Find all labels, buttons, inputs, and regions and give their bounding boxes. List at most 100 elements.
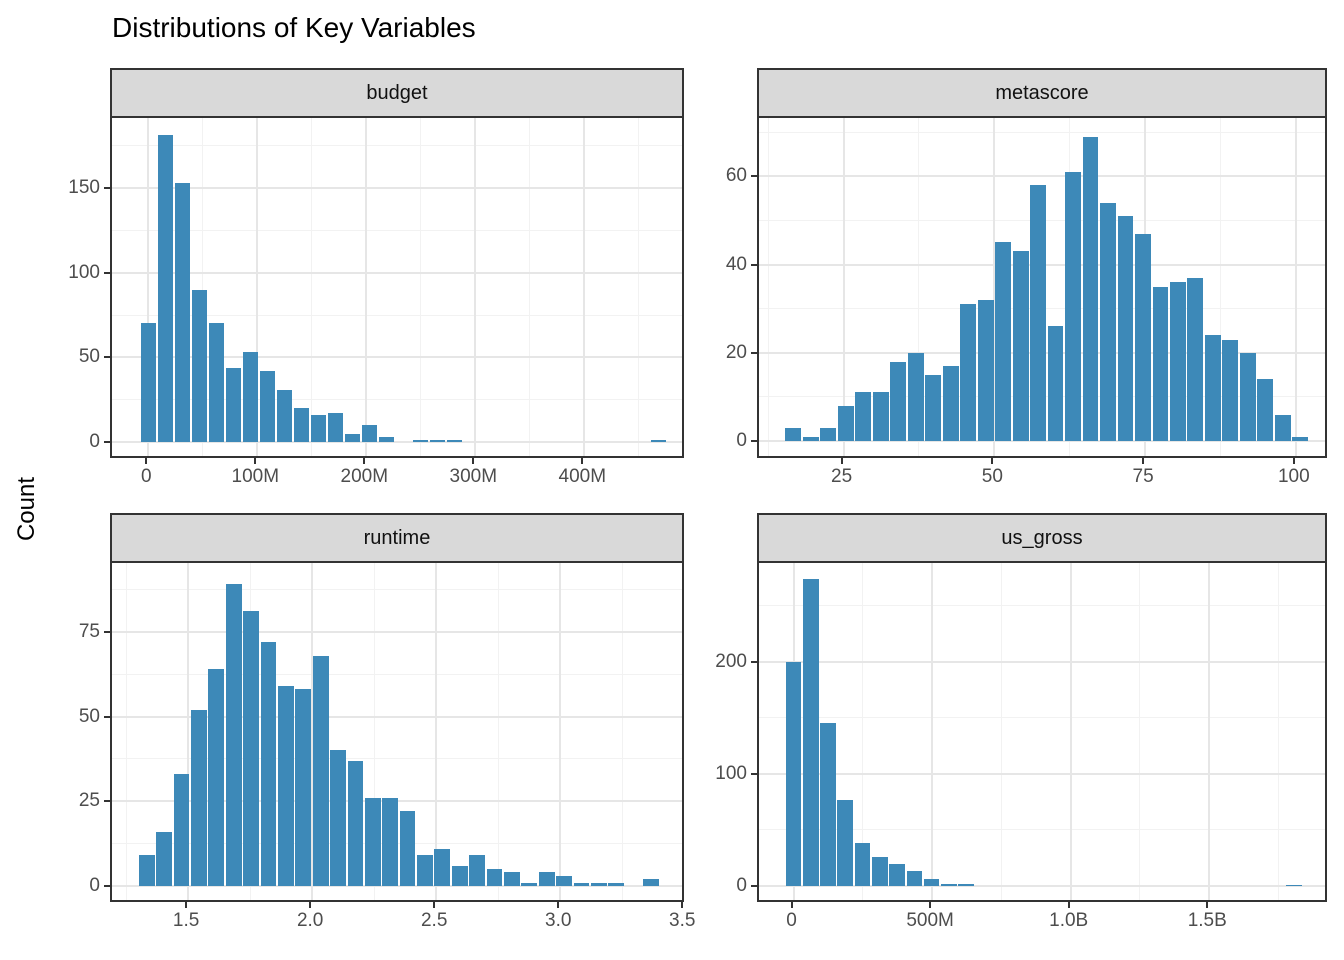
grid-major-v bbox=[311, 563, 314, 900]
histogram-bar bbox=[1082, 136, 1099, 441]
histogram-bar bbox=[293, 408, 310, 443]
histogram-bar bbox=[977, 299, 994, 441]
facet-strip-budget: budget bbox=[110, 68, 684, 118]
histogram-bar bbox=[429, 440, 446, 443]
grid-major-v bbox=[683, 563, 684, 902]
y-tick-label: 50 bbox=[78, 705, 100, 727]
facet-strip-label: us_gross bbox=[1001, 526, 1083, 549]
grid-minor-h bbox=[112, 588, 682, 590]
histogram-bar bbox=[1292, 436, 1309, 441]
histogram-bar bbox=[157, 135, 173, 443]
histogram-bar bbox=[312, 655, 329, 886]
histogram-bar bbox=[156, 831, 173, 886]
histogram-bar bbox=[1065, 171, 1081, 441]
panel-runtime bbox=[110, 563, 684, 902]
histogram-bar bbox=[573, 882, 590, 886]
y-tick-mark bbox=[751, 660, 757, 663]
histogram-bar bbox=[382, 797, 399, 886]
y-tick-label: 0 bbox=[89, 875, 100, 896]
x-tick-mark bbox=[1067, 902, 1070, 908]
x-tick-label: 3.5 bbox=[669, 910, 696, 931]
y-tick-label: 0 bbox=[89, 431, 100, 453]
grid-major-h bbox=[759, 175, 1325, 178]
histogram-bar bbox=[1274, 414, 1291, 441]
x-tick-mark bbox=[1142, 458, 1145, 464]
histogram-bar bbox=[399, 811, 416, 886]
y-tick-mark bbox=[751, 885, 757, 887]
grid-major-h bbox=[112, 356, 682, 359]
x-tick-mark bbox=[472, 458, 475, 464]
histogram-bar bbox=[225, 367, 241, 443]
grid-major-h bbox=[112, 441, 682, 444]
y-tick-label: 0 bbox=[736, 875, 747, 896]
histogram-bar bbox=[243, 611, 259, 886]
y-tick-mark bbox=[104, 885, 110, 887]
grid-minor-v bbox=[373, 563, 375, 900]
panel-us-gross bbox=[757, 563, 1327, 902]
histogram-bar bbox=[140, 323, 156, 443]
x-tick-mark bbox=[991, 458, 994, 464]
grid-minor-v bbox=[638, 118, 640, 456]
histogram-bar bbox=[820, 427, 837, 441]
grid-minor-h bbox=[112, 399, 682, 401]
x-tick-mark bbox=[681, 902, 684, 908]
x-tick-label: 200M bbox=[340, 466, 389, 487]
grid-minor-v bbox=[621, 563, 623, 900]
histogram-bar bbox=[1257, 379, 1274, 441]
grid-major-v bbox=[931, 563, 934, 900]
y-tick-label: 75 bbox=[78, 620, 100, 642]
histogram-bar bbox=[347, 760, 364, 886]
grid-major-v bbox=[1294, 118, 1297, 456]
grid-major-v bbox=[435, 563, 438, 900]
y-tick-mark bbox=[104, 356, 110, 359]
facet-strip-label: runtime bbox=[363, 526, 431, 549]
histogram-bar bbox=[785, 661, 802, 886]
histogram-bar bbox=[872, 856, 888, 886]
grid-minor-v bbox=[1139, 563, 1141, 900]
grid-major-v bbox=[1208, 563, 1211, 900]
histogram-bar bbox=[486, 869, 503, 886]
x-tick-label: 300M bbox=[449, 466, 498, 487]
histogram-bar bbox=[173, 774, 190, 886]
x-tick-label: 500M bbox=[906, 910, 954, 931]
y-tick-label: 50 bbox=[78, 346, 100, 368]
histogram-bar bbox=[260, 641, 277, 886]
grid-minor-v bbox=[1219, 118, 1221, 456]
histogram-bar bbox=[378, 436, 395, 443]
histogram-bar bbox=[1117, 215, 1134, 441]
x-tick-label: 400M bbox=[558, 466, 607, 487]
grid-major-v bbox=[147, 118, 150, 456]
histogram-bar bbox=[225, 584, 242, 886]
facet-strip-label: budget bbox=[366, 81, 428, 104]
grid-major-h bbox=[759, 772, 1325, 775]
x-tick-mark bbox=[581, 458, 584, 464]
grid-major-h bbox=[112, 715, 682, 718]
grid-major-v bbox=[583, 118, 586, 456]
histogram-bar bbox=[802, 578, 819, 886]
histogram-bar bbox=[521, 882, 538, 886]
histogram-bar bbox=[1222, 339, 1239, 441]
x-tick-mark bbox=[309, 902, 312, 908]
y-tick-mark bbox=[104, 441, 110, 444]
grid-major-v bbox=[187, 563, 190, 900]
x-tick-label: 25 bbox=[831, 466, 853, 487]
histogram-bar bbox=[872, 392, 889, 441]
y-tick-label: 150 bbox=[68, 176, 100, 198]
x-tick-label: 1.5B bbox=[1187, 910, 1227, 931]
histogram-bar bbox=[837, 799, 854, 886]
histogram-bar bbox=[276, 389, 293, 443]
facet-strip-metascore: metascore bbox=[757, 68, 1327, 118]
histogram-bar bbox=[820, 723, 836, 886]
y-tick-label: 100 bbox=[715, 762, 747, 784]
y-tick-mark bbox=[104, 271, 110, 274]
grid-major-h bbox=[759, 440, 1325, 442]
histogram-bar bbox=[925, 374, 942, 441]
grid-minor-h bbox=[112, 758, 682, 760]
x-tick-mark bbox=[790, 902, 793, 908]
histogram-bar bbox=[259, 370, 275, 443]
grid-minor-h bbox=[112, 673, 682, 675]
y-tick-label: 60 bbox=[725, 165, 747, 187]
histogram-bar bbox=[785, 427, 802, 441]
histogram-bar bbox=[361, 425, 378, 443]
facet-strip-runtime: runtime bbox=[110, 513, 684, 563]
